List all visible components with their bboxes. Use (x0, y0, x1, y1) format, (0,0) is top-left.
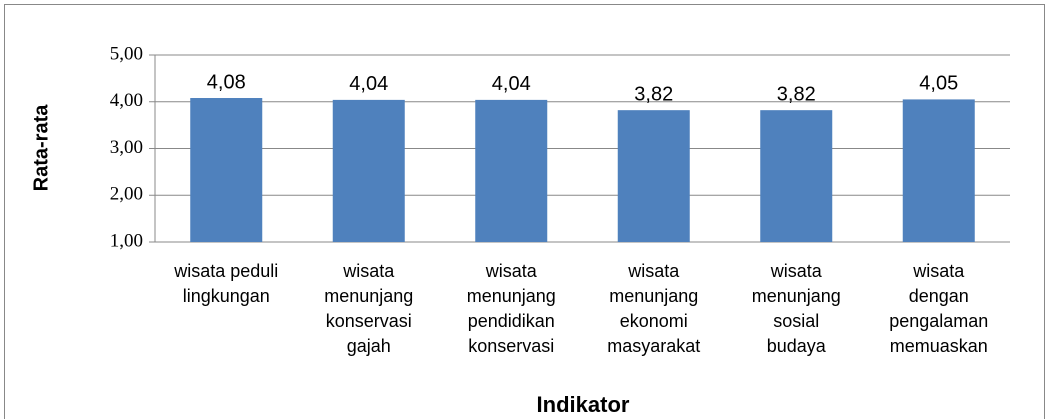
value-label: 4,04 (492, 73, 531, 95)
y-tick-label: 5,00 (110, 43, 143, 64)
value-label: 3,82 (634, 83, 673, 105)
x-tick-label: wisata menunjang ekonomi masyarakat (607, 261, 701, 356)
y-tick-label: 4,00 (110, 90, 143, 111)
y-tick-label: 1,00 (110, 230, 143, 251)
y-axis-title: Rata-rata (30, 104, 52, 192)
y-tick-label: 3,00 (110, 137, 143, 158)
value-label: 3,82 (777, 83, 816, 105)
value-label: 4,04 (349, 73, 388, 95)
x-tick-label: wisata menunjang sosial budaya (751, 261, 841, 356)
bar (902, 99, 975, 242)
x-tick-label: wisata peduli lingkungan (174, 261, 279, 306)
bar (760, 110, 833, 242)
chart-border (4, 4, 1045, 419)
y-tick-label: 2,00 (110, 184, 143, 205)
bar (617, 110, 690, 242)
value-label: 4,08 (207, 71, 246, 93)
x-axis-title: Indikator (537, 392, 630, 417)
x-tick-label: wisata menunjang pendidikan konservasi (466, 261, 556, 356)
bar (190, 98, 263, 242)
bar (332, 99, 405, 242)
x-tick-label: wisata dengan pengalaman memuaskan (889, 261, 989, 356)
x-tick-label: wisata menunjang konservasi gajah (324, 261, 414, 356)
bar (475, 99, 548, 242)
value-label: 4,05 (919, 73, 958, 95)
